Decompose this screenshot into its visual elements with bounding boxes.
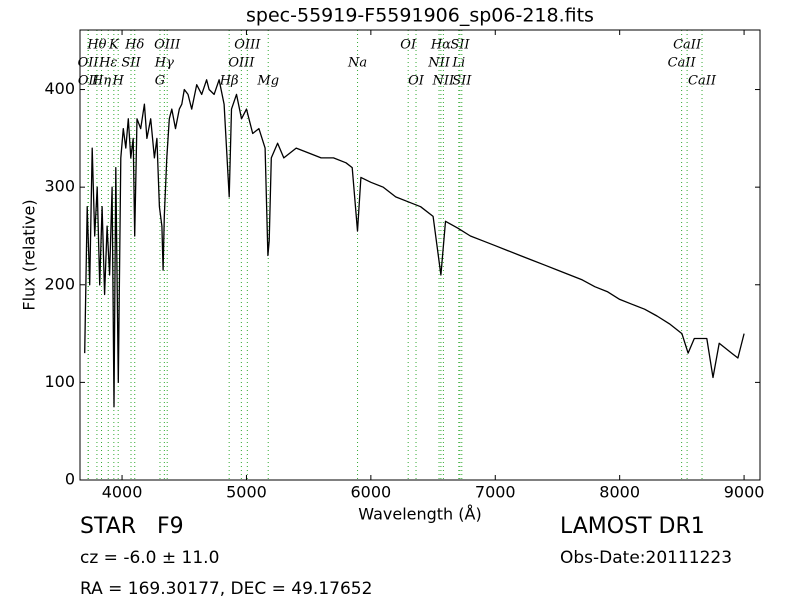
y-tick-label: 100 <box>44 372 75 391</box>
x-axis-label: Wavelength (Å) <box>358 505 481 524</box>
plot-frame <box>79 29 761 481</box>
x-tick-label: 6000 <box>351 483 392 502</box>
spectral-line-label: K <box>108 38 120 53</box>
spectral-line-label: Hε <box>98 56 117 71</box>
spectral-line-label: Hβ <box>219 74 239 89</box>
spectral-line-label: NII <box>427 56 451 71</box>
x-tick-label: 8000 <box>599 483 640 502</box>
x-tick-label: 4000 <box>102 483 143 502</box>
spectral-line-label: OI <box>400 38 417 53</box>
spectral-line-label: CaII <box>668 56 697 71</box>
y-tick-label: 0 <box>65 470 75 489</box>
y-tick-label: 300 <box>44 177 75 196</box>
y-tick-label: 200 <box>44 274 75 293</box>
spectral-line-label: Hθ <box>86 38 106 53</box>
spectrum-line <box>84 79 745 408</box>
spectral-line-label: OI <box>408 74 425 89</box>
spectral-line-label: H <box>112 74 125 89</box>
spectral-line-label: CaII <box>673 38 702 53</box>
spectral-line-label: OIII <box>228 56 255 71</box>
spectral-line-label: Li <box>451 56 465 71</box>
survey: LAMOST DR1 <box>560 514 705 539</box>
spectral-line-label: Hα <box>430 38 451 53</box>
spectral-line-label: Mg <box>256 74 279 89</box>
object-class: STAR F9 <box>80 514 184 539</box>
spectral-line-label: Hγ <box>154 56 174 71</box>
spectral-line-label: Na <box>347 56 367 71</box>
obs-date: Obs-Date:20111223 <box>560 548 732 568</box>
spectral-line-label: NII <box>432 74 456 89</box>
spectral-line-label: SII <box>121 56 141 71</box>
spectral-line-label: G <box>155 74 165 89</box>
spectral-line-label: OIII <box>154 38 181 53</box>
x-tick-label: 7000 <box>475 483 516 502</box>
redshift: cz = -6.0 ± 11.0 <box>80 548 219 568</box>
spectral-line-label: SII <box>450 38 470 53</box>
spectral-line-label: OIII <box>234 38 261 53</box>
x-tick-label: 9000 <box>724 483 765 502</box>
spectral-line-label: CaII <box>688 74 717 89</box>
spectral-line-label: Hη <box>91 74 111 89</box>
spectral-line-label: Hδ <box>124 38 144 53</box>
spectral-line-label: SII <box>452 74 472 89</box>
y-axis-label: Flux (relative) <box>20 199 39 310</box>
coordinates: RA = 169.30177, DEC = 49.17652 <box>80 579 372 599</box>
spectral-line-label: OII <box>78 74 100 89</box>
y-tick-label: 400 <box>44 79 75 98</box>
x-tick-label: 5000 <box>226 483 267 502</box>
chart-title: spec-55919-F5591906_sp06-218.fits <box>246 5 594 27</box>
